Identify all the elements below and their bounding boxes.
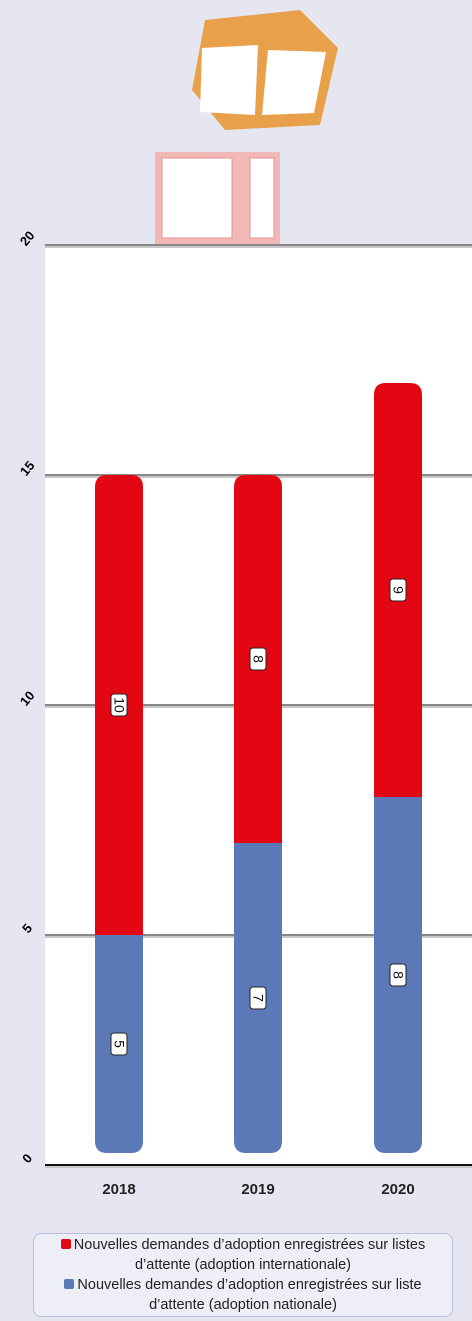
x-tick-label: 2019 bbox=[241, 1181, 274, 1198]
block-a-face bbox=[161, 157, 233, 239]
data-label-text: 8 bbox=[250, 655, 266, 663]
data-label-text: 8 bbox=[390, 971, 406, 979]
data-label-text: 9 bbox=[390, 586, 406, 594]
y-tick-label: 20 bbox=[17, 228, 38, 249]
block-c-face bbox=[200, 45, 258, 115]
legend-item: Nouvelles demandes d’adoption enregistré… bbox=[34, 1275, 452, 1315]
legend-swatch bbox=[60, 1239, 71, 1249]
data-label-box bbox=[249, 986, 267, 1010]
data-label-text: 5 bbox=[111, 1040, 127, 1048]
data-label: 8 bbox=[389, 963, 407, 987]
data-label-box bbox=[389, 963, 407, 987]
y-tick-label: 5 bbox=[19, 921, 35, 936]
data-label: 9 bbox=[389, 578, 407, 602]
data-label-box bbox=[110, 693, 128, 717]
legend: Nouvelles demandes d’adoption enregistré… bbox=[33, 1233, 453, 1317]
data-label-box bbox=[389, 578, 407, 602]
block-a-side bbox=[249, 157, 275, 239]
legend-item: Nouvelles demandes d’adoption enregistré… bbox=[34, 1235, 452, 1275]
data-label-box bbox=[110, 1032, 128, 1056]
x-tick-label: 2018 bbox=[102, 1181, 135, 1198]
y-tick-label: 10 bbox=[17, 688, 38, 709]
chart: 0 5 10 15 20 2018 5 10 2019 7 8 2020 8 9 bbox=[17, 10, 472, 1198]
data-label-box bbox=[249, 647, 267, 671]
y-tick-label: 15 bbox=[17, 458, 38, 479]
legend-swatch bbox=[64, 1279, 75, 1289]
data-label-text: 7 bbox=[250, 994, 266, 1002]
data-label: 10 bbox=[110, 693, 128, 717]
data-label: 5 bbox=[110, 1032, 128, 1056]
data-label: 7 bbox=[249, 986, 267, 1010]
legend-label: Nouvelles demandes d’adoption enregistré… bbox=[73, 1237, 426, 1273]
x-tick-label: 2020 bbox=[381, 1181, 414, 1198]
y-tick-label: 0 bbox=[19, 1151, 35, 1166]
decoration bbox=[155, 10, 338, 245]
block-c-face bbox=[262, 50, 326, 115]
data-label-text: 10 bbox=[111, 697, 127, 713]
legend-label: Nouvelles demandes d’adoption enregistré… bbox=[77, 1277, 422, 1313]
data-label: 8 bbox=[249, 647, 267, 671]
